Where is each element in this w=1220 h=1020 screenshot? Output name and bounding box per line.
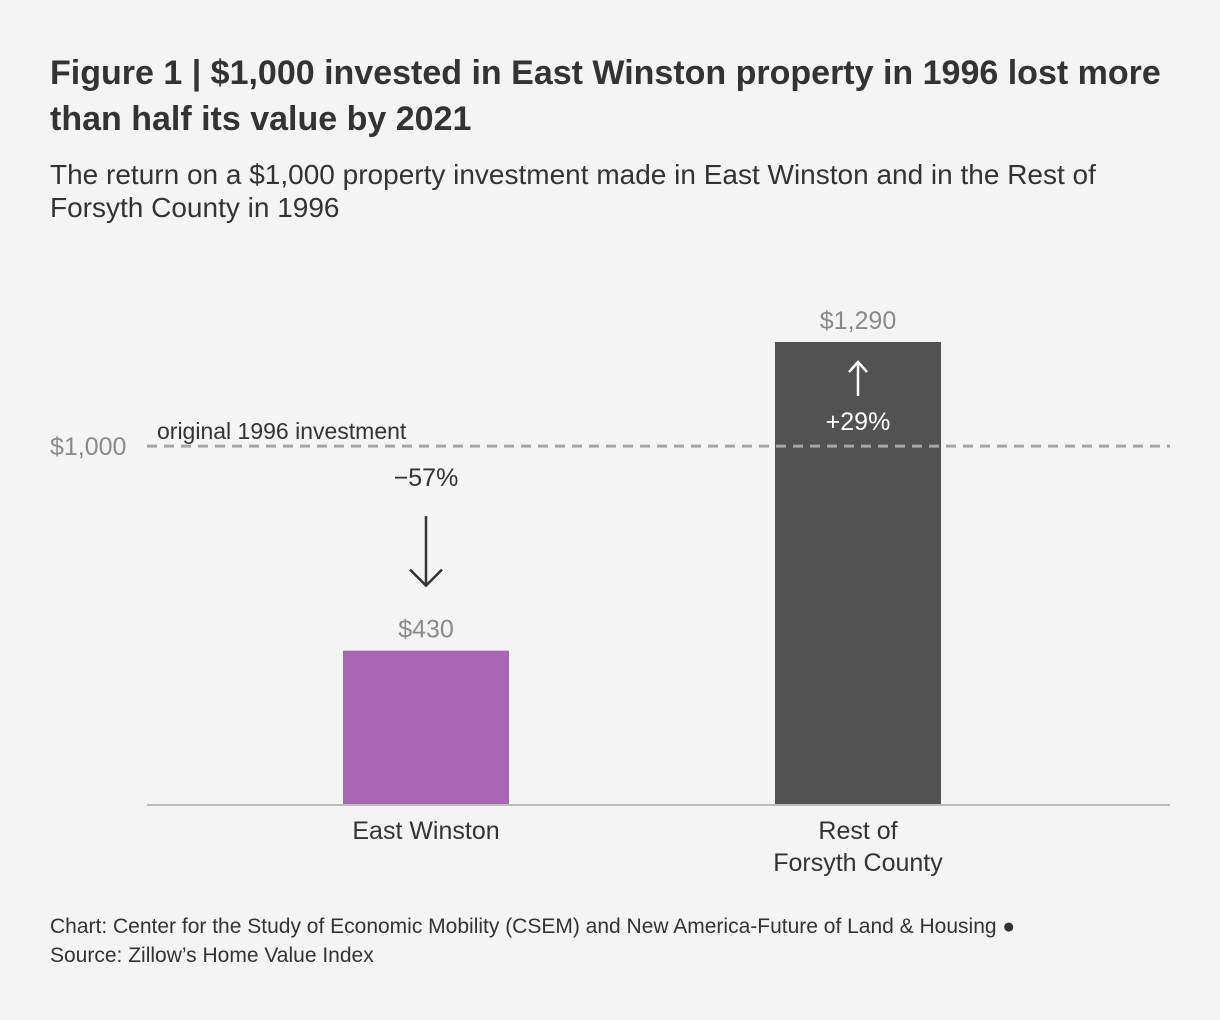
down-arrow-head: [409, 568, 443, 588]
category-label-0-0: East Winston: [352, 817, 499, 845]
category-label-1-0: Rest of: [818, 817, 897, 845]
chart-subtitle: The return on a $1,000 property investme…: [50, 159, 1096, 223]
value-label-1: $1,290: [820, 307, 896, 335]
chart-credit: Chart: Center for the Study of Economic …: [50, 915, 1016, 938]
chart-footer: Chart: Center for the Study of Economic …: [50, 912, 1190, 970]
change-label-0: −57%: [394, 464, 459, 492]
up-arrow-head: [848, 360, 868, 373]
category-label-1-1: Forsyth County: [773, 849, 943, 877]
chart-title: Figure 1 | $1,000 invested in East Winst…: [50, 54, 1161, 138]
chart-source: Source: Zillow’s Home Value Index: [50, 944, 374, 967]
change-label-1: +29%: [826, 408, 891, 436]
value-label-0: $430: [398, 616, 454, 644]
bar-0: [343, 650, 509, 805]
reference-value-label: $1,000: [50, 433, 126, 461]
reference-annotation: original 1996 investment: [157, 418, 407, 444]
bar-1: [775, 342, 941, 805]
